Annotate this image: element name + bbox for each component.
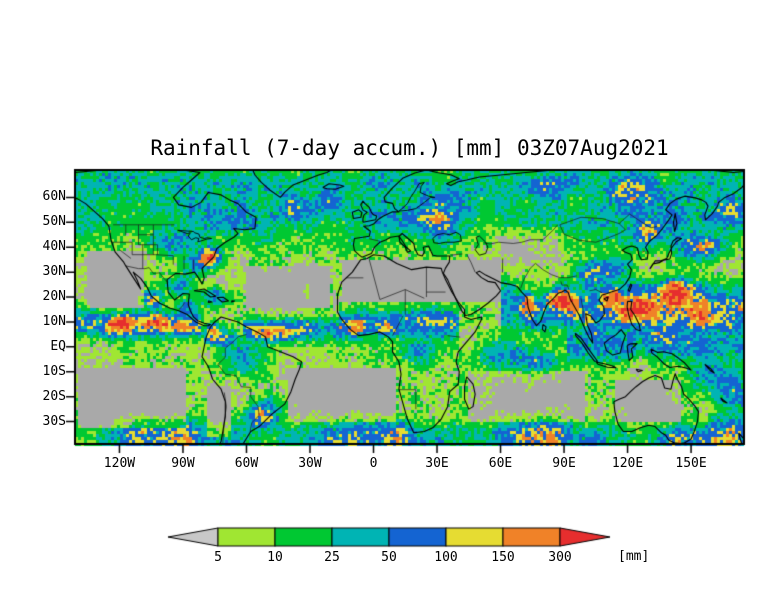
lat-tick-label: 10N xyxy=(42,313,66,329)
chart-title: Rainfall (7-day accum.) [mm] 03Z07Aug202… xyxy=(150,136,669,160)
colorbar-tick-label: 5 xyxy=(214,550,222,565)
colorbar-tick-label: 100 xyxy=(434,550,458,565)
lat-tick-label: 50N xyxy=(42,214,66,230)
lat-tick-label: 20S xyxy=(42,388,66,404)
lon-tick-label: 60E xyxy=(488,456,513,471)
lat-tick-label: 30S xyxy=(42,413,66,429)
lat-tick-label: 10S xyxy=(42,363,66,379)
colorbar-tick-label: 50 xyxy=(381,550,397,565)
colorbar-tick-label: 150 xyxy=(491,550,515,565)
lon-tick-label: 60W xyxy=(234,456,259,471)
lat-tick-label: EQ xyxy=(50,338,66,354)
lat-tick-label: 60N xyxy=(42,189,66,205)
lon-tick-label: 150E xyxy=(675,456,707,471)
colorbar-tick-label: 25 xyxy=(324,550,340,565)
lat-tick-label: 40N xyxy=(42,239,66,255)
lon-tick-label: 120W xyxy=(103,456,136,471)
lon-tick-label: 30E xyxy=(425,456,449,471)
lon-tick-label: 0 xyxy=(369,456,378,471)
lon-tick-label: 90E xyxy=(552,456,576,471)
lon-tick-label: 30W xyxy=(298,456,322,471)
lat-tick-label: 20N xyxy=(42,289,66,305)
colorbar-tick-label: 10 xyxy=(267,550,283,565)
colorbar-tick-label: 300 xyxy=(548,550,572,565)
colorbar-units-label: [mm] xyxy=(618,549,650,564)
lon-tick-label: 120E xyxy=(611,456,644,471)
lat-tick-label: 30N xyxy=(42,264,66,280)
lon-tick-label: 90W xyxy=(171,456,195,471)
